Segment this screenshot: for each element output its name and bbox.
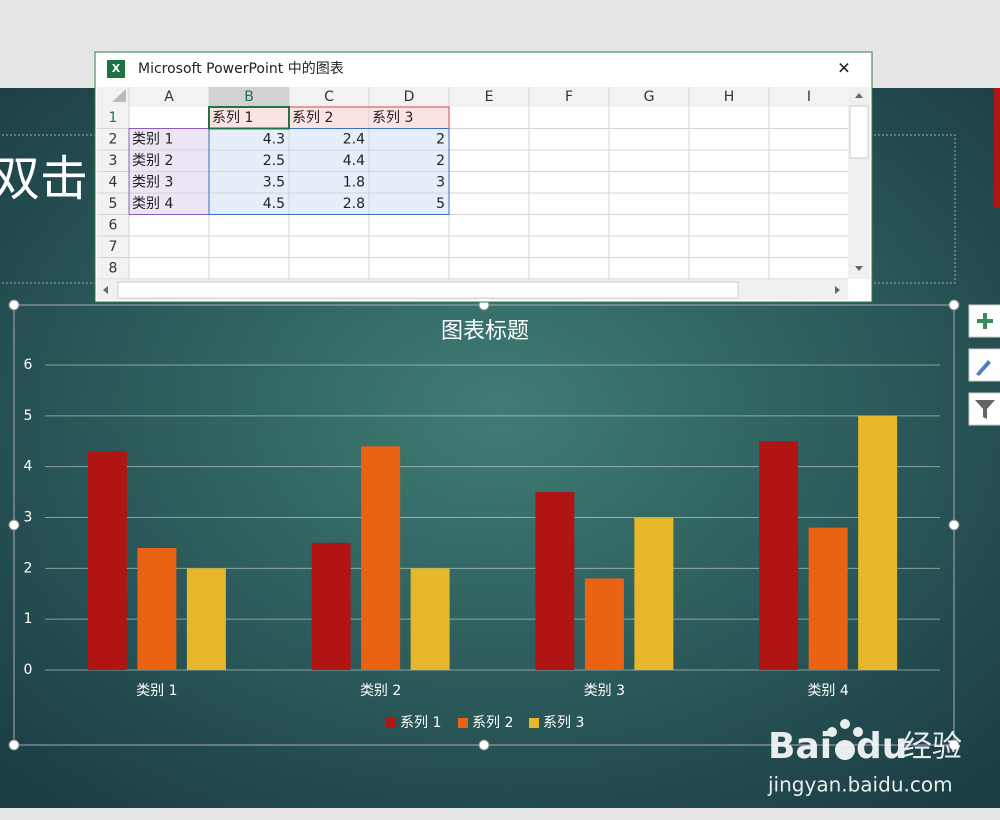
bar — [311, 542, 351, 670]
x-tick-label: 类别 2 — [360, 683, 401, 699]
chart-tools[interactable] — [968, 304, 1000, 426]
x-tick-label: 类别 1 — [136, 683, 177, 699]
sheet-window: X Microsoft PowerPoint 中的图表 ✕ A B C D E F G H I 1… — [94, 51, 873, 303]
x-tick-label: 类别 4 — [807, 683, 848, 699]
v-scroll-thumb[interactable] — [849, 105, 869, 159]
row-header: 3 — [109, 153, 118, 169]
excel-icon — [107, 60, 125, 78]
bar — [634, 517, 674, 670]
legend-label: 系列 3 — [543, 715, 584, 731]
row-header: 7 — [109, 239, 118, 255]
values-range — [208, 128, 450, 215]
y-tick-label: 5 — [24, 408, 33, 424]
cell-value: 4.5 — [263, 196, 285, 212]
excel-icon-letter: X — [112, 62, 121, 75]
column-header: G — [644, 89, 655, 105]
watermark-url: jingyan.baidu.com — [767, 773, 953, 797]
row-header-bar — [97, 87, 129, 279]
bar — [584, 578, 624, 670]
cell-series-name: 系列 1 — [212, 110, 253, 126]
cell-series-name: 系列 3 — [372, 110, 413, 126]
cell-value: 2.8 — [343, 196, 365, 212]
bar — [535, 492, 575, 670]
cell-value: 2 — [436, 153, 445, 169]
y-tick-label: 3 — [24, 510, 33, 526]
brush-icon — [976, 360, 991, 376]
series-header-bg — [209, 107, 449, 129]
cell-value: 2.5 — [263, 153, 285, 169]
watermark-label: 经验 — [902, 730, 962, 765]
row-header: 6 — [109, 217, 118, 233]
cell-value: 4.4 — [343, 153, 365, 169]
bar — [87, 451, 127, 670]
h-scroll-thumb[interactable] — [117, 281, 739, 299]
cell-value: 4.3 — [263, 131, 285, 147]
close-button[interactable]: ✕ — [837, 59, 850, 78]
cell-value: 2 — [436, 131, 445, 147]
cell-category: 类别 1 — [132, 131, 173, 147]
legend-marker — [386, 718, 396, 728]
y-tick-label: 6 — [24, 357, 33, 373]
active-col-header — [209, 87, 289, 107]
column-header: B — [244, 89, 254, 105]
cell-series-name: 系列 2 — [292, 110, 333, 126]
row-header: 4 — [109, 174, 118, 190]
y-tick-label: 1 — [24, 611, 33, 627]
select-all[interactable] — [112, 89, 126, 102]
window-title: Microsoft PowerPoint 中的图表 — [138, 61, 344, 77]
bar — [410, 568, 450, 670]
watermark-logo-left: Bai — [768, 726, 832, 767]
cell-value: 3.5 — [263, 174, 285, 190]
y-tick-label: 4 — [24, 459, 33, 475]
cell-value: 3 — [436, 174, 445, 190]
column-header: A — [164, 89, 174, 105]
row-header: 5 — [109, 196, 118, 212]
chart: 0 1 2 3 4 5 6 类别 1 类别 2 类别 3 类别 4 系列 1 系列 2 系列 3 — [24, 357, 940, 731]
watermark: Bai du 经验 jingyan.baidu.com — [767, 719, 962, 797]
cell-category: 类别 4 — [132, 196, 173, 212]
bar — [808, 527, 848, 670]
column-header: E — [485, 89, 494, 105]
legend-label: 系列 2 — [472, 715, 513, 731]
cell-category: 类别 2 — [132, 153, 173, 169]
column-header: I — [807, 89, 811, 105]
filter-icon — [975, 400, 995, 419]
column-header: H — [724, 89, 735, 105]
chart-title: 图表标题 — [441, 319, 529, 344]
cell-value: 5 — [436, 196, 445, 212]
plus-icon — [977, 313, 993, 329]
active-cell — [208, 106, 290, 130]
paw — [835, 740, 855, 760]
column-header: C — [324, 89, 334, 105]
bar — [137, 548, 177, 670]
y-tick-label: 2 — [24, 560, 33, 576]
legend-marker — [458, 718, 468, 728]
bar — [186, 568, 226, 670]
legend-marker — [529, 718, 539, 728]
column-header: F — [565, 89, 573, 105]
row-header: 2 — [109, 131, 118, 147]
cell-category: 类别 3 — [132, 174, 173, 190]
watermark-logo-right: du — [856, 726, 907, 767]
slide-accent — [994, 88, 1000, 208]
placeholder-text: 双击 — [0, 151, 88, 207]
bar — [361, 446, 401, 670]
row-header: 1 — [109, 110, 118, 126]
row-header: 8 — [109, 260, 118, 276]
column-header: D — [404, 89, 415, 105]
y-tick-label: 0 — [24, 662, 33, 678]
bar — [759, 441, 799, 670]
bar — [858, 415, 898, 670]
x-tick-label: 类别 3 — [584, 683, 625, 699]
cell-value: 2.4 — [343, 131, 365, 147]
legend-label: 系列 1 — [400, 715, 441, 731]
cell-value: 1.8 — [343, 174, 365, 190]
